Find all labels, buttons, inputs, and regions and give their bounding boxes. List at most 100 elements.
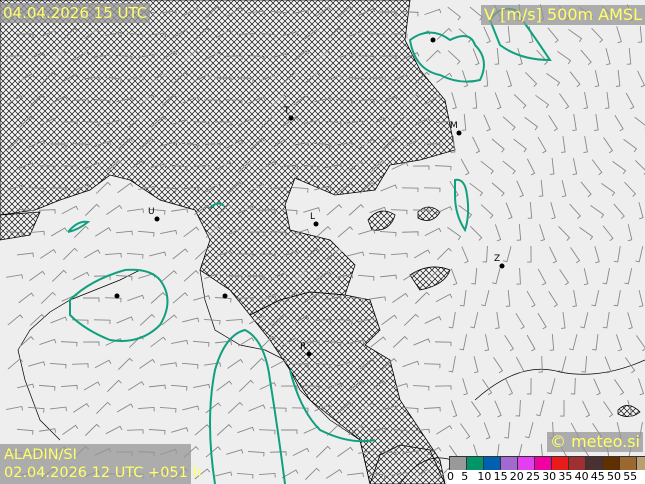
wind-barb [206,5,221,18]
wind-barb [424,227,442,237]
wind-barb [470,312,479,329]
wind-barb [94,359,112,369]
wind-barb [513,138,527,153]
wind-barb [537,312,547,330]
wind-barb [613,290,621,307]
wind-barb [624,268,633,285]
wind-barb [38,384,56,391]
wind-barb [94,140,112,148]
wind-barb [434,385,452,390]
wind-barb [171,118,189,126]
legend-swatch [483,456,501,471]
wind-barb [292,228,310,236]
wind-barb [137,406,155,412]
wind-barb [269,10,287,17]
wind-barb [594,114,599,131]
wind-barb [73,403,90,413]
wind-barb [325,382,343,390]
wind-barb [447,50,461,65]
wind-barb [305,467,320,480]
wind-barb [527,245,532,263]
wind-barb [205,402,222,414]
wind-barb [204,272,222,280]
model-info-box: ALADIN/SI 02.04.2026 12 UTC +051 h [0,444,202,484]
wind-barb [615,334,623,352]
wind-barb [412,385,430,391]
wind-barb [214,340,232,346]
wind-barb [451,92,457,110]
wind-barb [591,290,600,307]
wind-barb [236,77,254,83]
wind-barb [115,230,133,236]
wind-barb [472,91,478,109]
wind-barb [216,203,232,216]
wind-barb [546,73,561,87]
wind-barb [161,270,178,282]
wind-barb [225,275,243,281]
wind-barb [493,357,504,374]
wind-barb [391,73,409,83]
legend-tick-label: 0 [447,470,454,483]
wind-barb [16,33,34,38]
wind-barb [358,8,376,16]
wind-barb [369,206,387,214]
wind-barb [402,139,420,149]
wind-barb [616,26,622,44]
wind-barb [83,381,101,391]
wind-barb [381,357,397,370]
wind-barb [237,426,255,434]
wind-barb [126,429,144,434]
wind-barb [462,378,468,396]
wind-barb [74,225,89,238]
wind-barb [249,137,265,150]
wind-barb [259,74,277,82]
wind-barb [291,186,309,193]
wind-barb [558,225,571,241]
wind-barb [149,163,167,169]
wind-barb [612,160,627,175]
wind-barb [104,252,122,258]
wind-barb [605,48,611,66]
wind-speed-contours [67,7,552,484]
valid-time-label: 04.04.2026 15 UTC [0,3,151,23]
wind-barb [423,363,441,369]
wind-barb [613,203,625,220]
wind-barb [535,94,550,109]
wind-barb [336,273,354,279]
parameter-label: V [m/s] 500m AMSL [481,5,645,25]
wind-barb [115,275,133,281]
wind-barb [192,121,210,127]
wind-barb [491,138,505,153]
wind-barb [412,165,430,170]
wind-barb [192,340,210,347]
wind-barb [623,138,638,153]
wind-barb [172,292,189,304]
wind-barb [49,187,67,192]
wind-barb [192,164,210,170]
wind-barb [182,186,199,192]
wind-barb [412,209,430,214]
wind-barb [401,406,419,413]
wind-barb [535,400,545,417]
wind-barb [126,32,144,39]
wind-barb [615,69,621,87]
wind-barb [39,117,57,127]
wind-barb [494,224,502,242]
wind-barb [448,312,456,329]
wind-barb [258,209,276,214]
wind-barb [347,251,365,257]
legend-tick-label: 50 [607,470,621,483]
wind-barb [470,226,483,241]
wind-barb [291,407,309,413]
wind-barb [370,117,387,127]
wind-barb [139,138,156,150]
wind-barb [269,407,287,413]
wind-barb [358,317,376,323]
wind-barb [636,335,645,352]
wind-barb [572,114,577,131]
wind-barb [226,139,244,149]
wind-barb [7,358,24,370]
wind-barb [203,143,221,148]
city-label: M [450,121,458,131]
